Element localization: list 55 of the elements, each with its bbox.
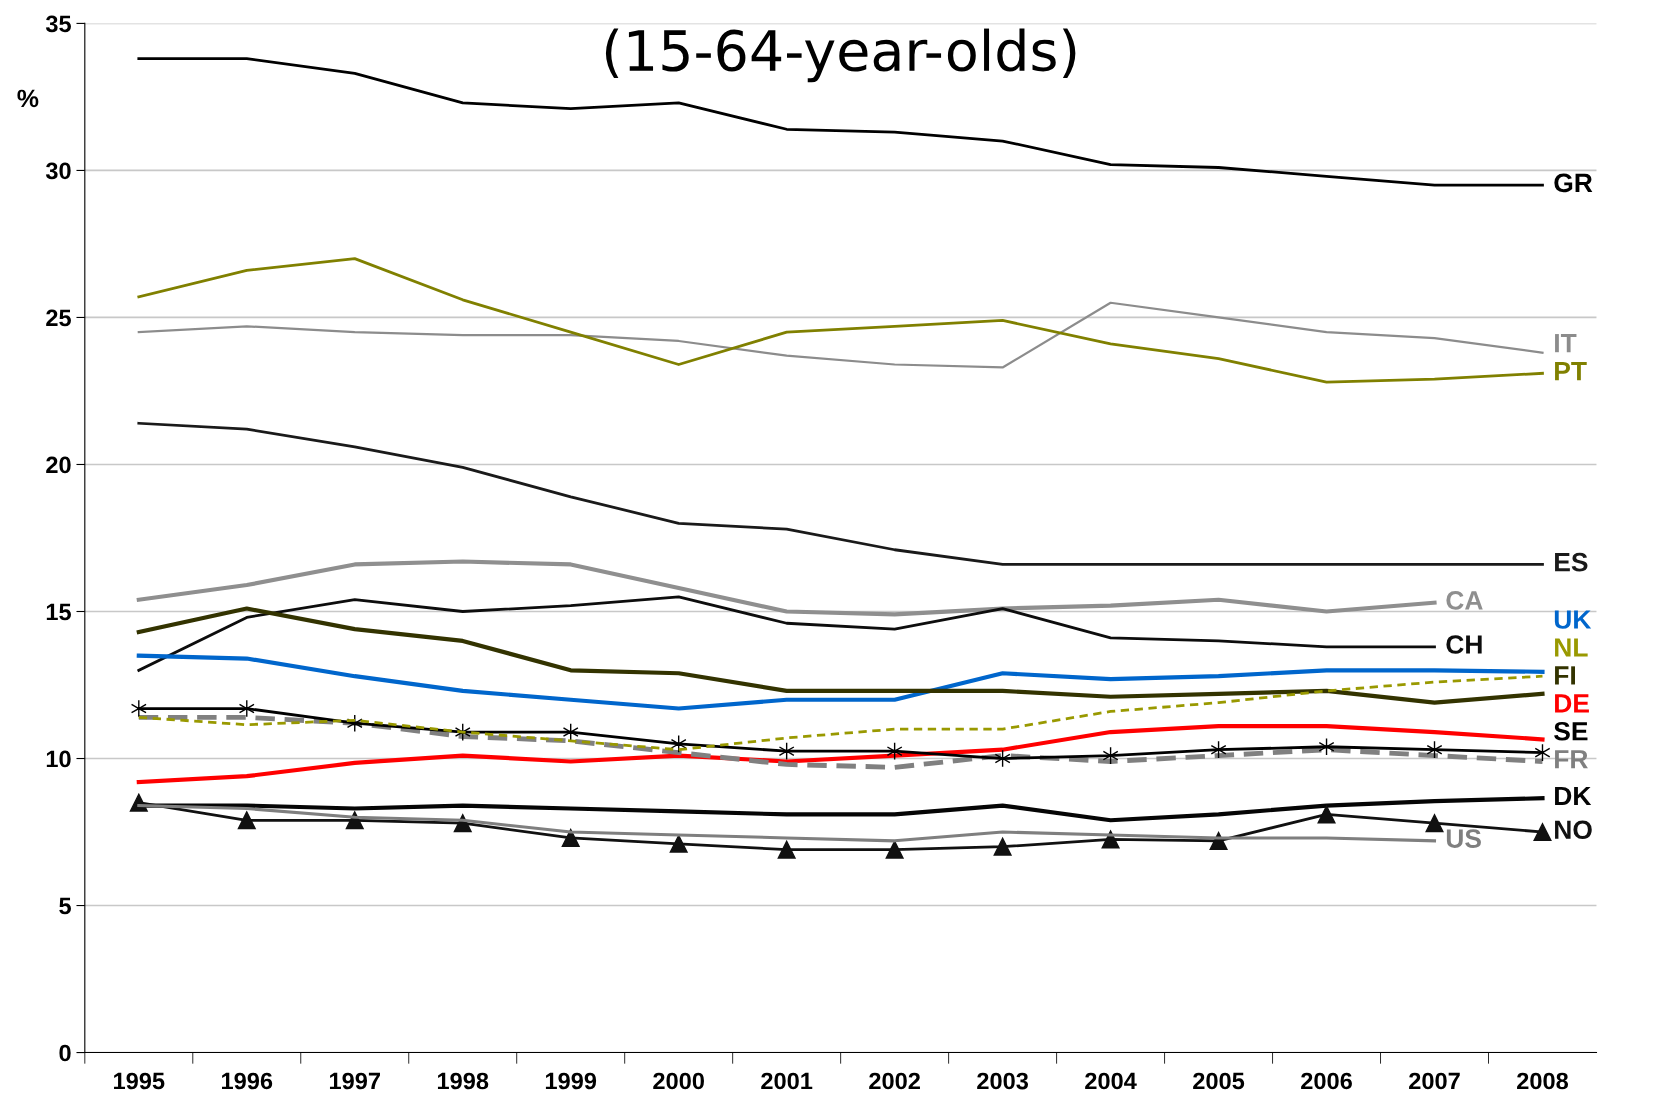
x-tick-label: 1995 [114,1072,165,1090]
series-label: US [1446,829,1481,848]
series-label: FI [1555,666,1575,685]
series-label: SE [1554,721,1588,741]
line-series [137,421,1544,566]
series-label: CH [1446,635,1482,654]
x-tick-label: 2003 [977,1072,1029,1090]
point [1533,823,1552,842]
x-tick-label: 1997 [329,1072,380,1090]
y-tick-label: 25 [46,309,71,327]
x-tick-label: 2000 [653,1072,704,1090]
series-label: DE [1555,694,1589,713]
chart-title: (15-64-year-olds) [605,28,1076,83]
series-label: CA [1446,591,1483,610]
y-tick-label: 30 [45,162,71,180]
point [561,828,580,847]
x-tick-label: 2001 [761,1072,813,1090]
x-tick-label: 1996 [222,1072,273,1090]
line-series [137,595,1436,672]
x-tick-label: 1998 [437,1072,489,1090]
series-label: PT [1555,361,1587,381]
line-series [136,559,1437,617]
series-label: IT [1555,334,1577,353]
y-axis-title: % [17,89,39,108]
point [237,811,256,830]
point [993,837,1012,856]
y-tick-label: 35 [45,15,71,33]
x-tick-label: 2008 [1517,1072,1569,1090]
x-tick-label: 2006 [1301,1072,1352,1090]
point [669,834,688,853]
series-label: FR [1555,750,1588,769]
series-label: NL [1555,638,1588,657]
point [885,840,904,859]
x-tick-label: 1999 [545,1072,597,1090]
series-label: GR [1554,173,1593,193]
x-tick-label: 2002 [869,1072,920,1090]
x-tick-label: 2005 [1193,1072,1245,1090]
point [1317,805,1336,824]
series-label: ES [1555,552,1588,572]
line-series [136,724,1545,785]
y-tick-label: 20 [46,456,71,474]
point [777,840,796,859]
y-tick-label: 10 [46,750,71,768]
line-series [136,653,1545,711]
y-tick-label: 5 [59,897,71,915]
point [1425,814,1444,833]
series-label: DK [1555,786,1592,806]
line-series [137,301,1544,369]
y-tick-label: 0 [59,1044,71,1062]
x-tick-label: 2004 [1085,1072,1137,1090]
series-label: NO [1555,820,1592,840]
series-label: UK [1554,610,1592,629]
x-tick-label: 2007 [1409,1072,1460,1090]
line-series [137,257,1544,384]
y-tick-label: 15 [46,603,71,621]
